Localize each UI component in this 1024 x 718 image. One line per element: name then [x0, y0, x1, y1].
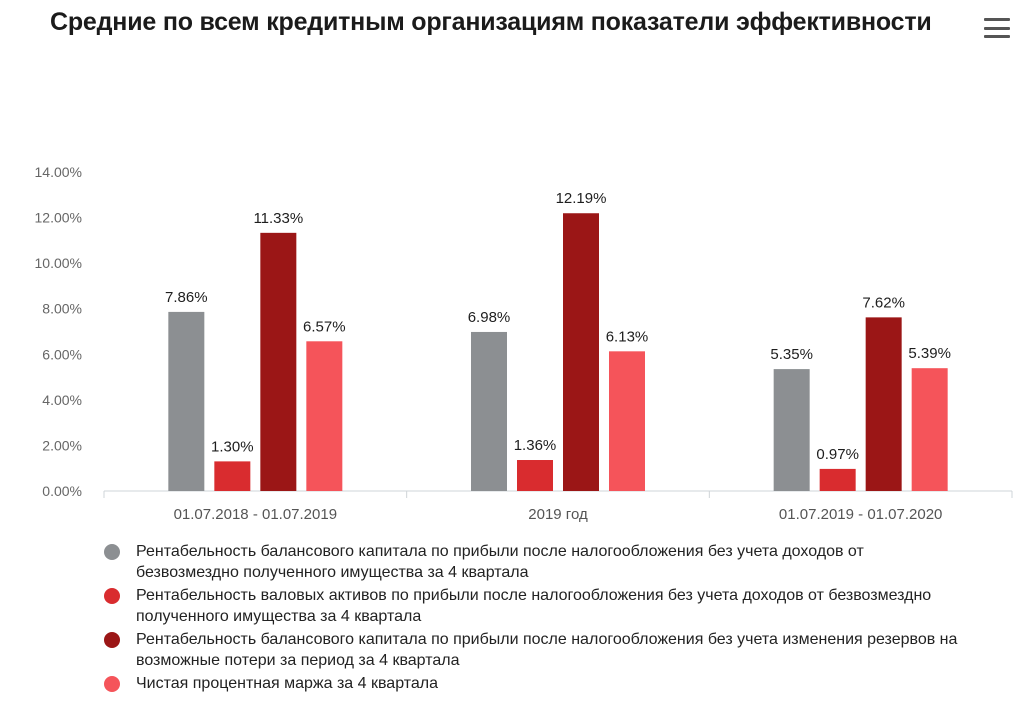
legend-item[interactable]: Рентабельность балансового капитала по п…: [104, 541, 984, 583]
y-tick-label: 14.00%: [35, 164, 82, 180]
x-tick-label: 01.07.2019 - 01.07.2020: [779, 506, 942, 523]
chart-legend: Рентабельность балансового капитала по п…: [104, 541, 984, 696]
bar-chart: 0.00% 2.00% 4.00% 6.00% 8.00% 10.00% 12.00% 14.…: [35, 164, 1013, 523]
y-tick-label: 2.00%: [42, 437, 82, 453]
bar[interactable]: [260, 232, 297, 491]
bar[interactable]: [819, 468, 856, 491]
legend-item[interactable]: Рентабельность валовых активов по прибыл…: [104, 585, 984, 627]
data-label: 5.39%: [908, 345, 951, 362]
data-label: 1.36%: [514, 437, 557, 454]
legend-label: Рентабельность балансового капитала по п…: [136, 631, 958, 669]
bar[interactable]: [306, 341, 343, 491]
data-label: 0.97%: [816, 446, 859, 463]
x-tick-label: 2019 год: [528, 506, 588, 523]
y-tick-label: 8.00%: [42, 301, 82, 317]
bar[interactable]: [911, 368, 948, 491]
bar[interactable]: [517, 460, 553, 491]
legend-swatch-icon: [104, 588, 120, 604]
data-label: 6.57%: [303, 318, 346, 335]
legend-swatch-icon: [104, 632, 120, 648]
bar[interactable]: [563, 213, 599, 492]
bar[interactable]: [214, 461, 251, 491]
menu-icon-bar: [984, 26, 1010, 30]
legend-item[interactable]: Чистая процентная маржа за 4 квартала: [104, 673, 984, 694]
bar[interactable]: [865, 317, 902, 491]
bar[interactable]: [773, 369, 810, 491]
bar[interactable]: [168, 311, 205, 491]
y-tick-label: 12.00%: [35, 210, 82, 226]
data-label: 11.33%: [253, 210, 303, 227]
page-title: Средние по всем кредитным организациям п…: [50, 8, 932, 36]
data-label: 7.62%: [862, 294, 905, 311]
legend-label: Чистая процентная маржа за 4 квартала: [136, 675, 439, 692]
data-label: 6.13%: [606, 328, 649, 345]
y-tick-label: 0.00%: [42, 483, 82, 499]
legend-swatch-icon: [104, 544, 120, 560]
data-label: 5.35%: [770, 346, 813, 363]
legend-label: Рентабельность валовых активов по прибыл…: [136, 587, 932, 625]
y-tick-label: 6.00%: [42, 346, 82, 362]
data-label: 12.19%: [556, 190, 607, 207]
y-tick-label: 4.00%: [42, 392, 82, 408]
data-label: 6.98%: [468, 309, 511, 326]
menu-icon-bar: [984, 18, 1010, 21]
bar[interactable]: [471, 331, 507, 491]
legend-item[interactable]: Рентабельность балансового капитала по п…: [104, 629, 984, 671]
data-label: 1.30%: [211, 438, 254, 455]
x-tick-label: 01.07.2018 - 01.07.2019: [174, 506, 337, 523]
bar[interactable]: [609, 351, 645, 491]
data-label: 7.86%: [165, 289, 208, 306]
legend-swatch-icon: [104, 676, 120, 692]
legend-label: Рентабельность балансового капитала по п…: [136, 543, 864, 581]
hamburger-menu-icon[interactable]: [984, 18, 1010, 38]
menu-icon-bar: [984, 35, 1010, 38]
y-tick-label: 10.00%: [35, 255, 82, 271]
